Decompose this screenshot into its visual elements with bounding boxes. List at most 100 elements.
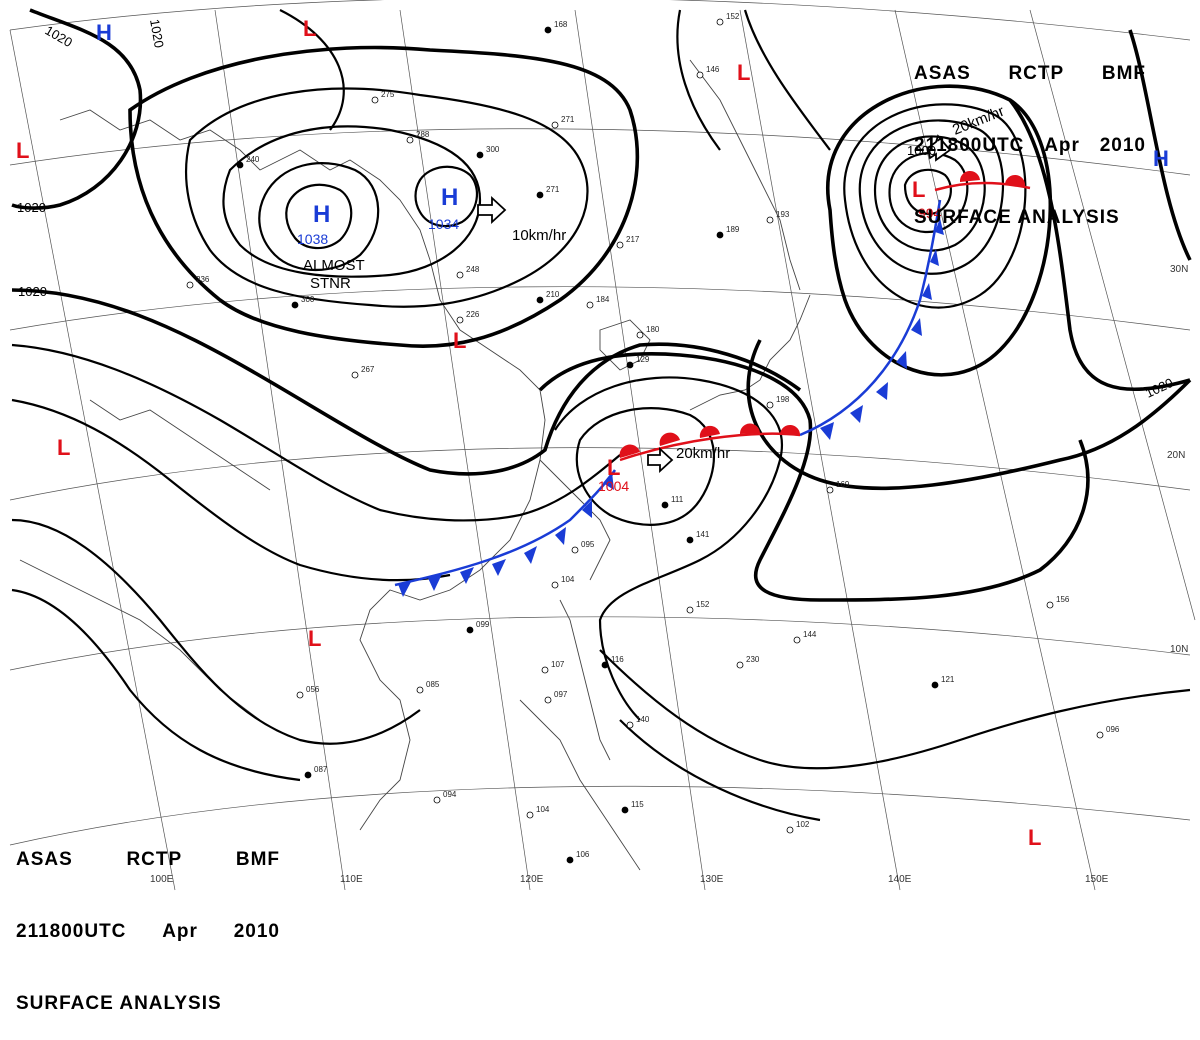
speed-label-1034: 10km/hr xyxy=(512,227,566,244)
low-center-994: L xyxy=(912,177,925,202)
station-marker xyxy=(304,771,312,779)
station-pressure-label: 300 xyxy=(301,295,315,304)
station-marker xyxy=(686,536,694,544)
high-center-1038: H xyxy=(313,201,330,228)
isobar-label-1020-d: 1020 xyxy=(18,284,47,299)
station-pressure-label: 288 xyxy=(416,130,430,139)
station-marker xyxy=(793,636,801,644)
station-pressure-label: 094 xyxy=(443,790,457,799)
pressure-centers: H 1038 H 1034 L 1004 L 994 H H L L L L L… xyxy=(16,16,1169,651)
isobars xyxy=(11,8,1192,822)
station-pressure-label: 230 xyxy=(746,655,760,664)
isobar-994-outer xyxy=(826,84,1053,377)
station-pressure-label: 198 xyxy=(776,395,790,404)
lat-label-20n: 20N xyxy=(1167,450,1185,461)
station-marker xyxy=(551,581,559,589)
warm-front-semicircles xyxy=(619,170,1026,458)
station-pressure-label: 096 xyxy=(1106,725,1120,734)
station-marker xyxy=(296,691,304,699)
isobar-label-1020-b: 1020 xyxy=(147,18,167,49)
cold-front-triangles xyxy=(398,218,944,597)
lon-label-140e: 140E xyxy=(888,874,912,885)
station-marker xyxy=(416,686,424,694)
isobar-1020-nw xyxy=(11,8,143,210)
station-pressure-label: 104 xyxy=(536,805,550,814)
station-marker xyxy=(291,301,299,309)
station-pressure-label: 300 xyxy=(486,145,500,154)
station-marker xyxy=(466,626,474,634)
station-pressure-label: 102 xyxy=(796,820,810,829)
station-marker xyxy=(186,281,194,289)
station-pressure-label: 152 xyxy=(726,12,740,21)
high-center-1038-value: 1038 xyxy=(297,231,328,247)
station-pressure-label: 248 xyxy=(466,265,480,274)
high-center-1034-value: 1034 xyxy=(428,216,459,232)
station-marker xyxy=(571,546,579,554)
station-pressure-label: 217 xyxy=(626,235,640,244)
fronts xyxy=(394,170,1031,597)
station-pressure-label: 095 xyxy=(581,540,595,549)
header-bl-line3: SURFACE ANALYSIS xyxy=(16,993,222,1014)
station-pressure-label: 193 xyxy=(776,210,790,219)
station-pressure-label: 129 xyxy=(636,355,650,364)
station-marker xyxy=(544,26,552,34)
station-marker xyxy=(541,666,549,674)
lat-label-10n: 10N xyxy=(1170,644,1188,655)
station-marker xyxy=(626,721,634,729)
low-center-s: L xyxy=(308,626,321,651)
station-marker xyxy=(456,271,464,279)
low-center-994-value: 994 xyxy=(918,205,942,221)
station-pressure-label: 168 xyxy=(554,20,568,29)
station-marker xyxy=(601,661,609,669)
station-pressure-label: 087 xyxy=(314,765,328,774)
high-center-1034: H xyxy=(441,184,458,211)
high-center-ne: H xyxy=(1153,146,1169,171)
station-pressure-label: 085 xyxy=(426,680,440,689)
station-pressure-label: 106 xyxy=(576,850,590,859)
station-pressure-label: 271 xyxy=(546,185,560,194)
header-tr-line3: SURFACE ANALYSIS xyxy=(914,207,1120,228)
station-marker xyxy=(736,661,744,669)
isobar-label-1020-c: 1020 xyxy=(17,200,46,215)
station-pressure-label: 271 xyxy=(561,115,575,124)
station-marker xyxy=(551,121,559,129)
station-marker xyxy=(433,796,441,804)
speed-label-1004: 20km/hr xyxy=(676,445,730,462)
station-pressure-label: 152 xyxy=(696,600,710,609)
station-pressure-label: 097 xyxy=(554,690,568,699)
station-marker xyxy=(716,18,724,26)
lon-label-100e: 100E xyxy=(150,874,174,885)
lon-label-130e: 130E xyxy=(700,874,724,885)
station-pressure-label: 140 xyxy=(636,715,650,724)
station-marker xyxy=(456,316,464,324)
station-pressure-label: 104 xyxy=(561,575,575,584)
station-pressure-label: 180 xyxy=(646,325,660,334)
station-marker xyxy=(536,296,544,304)
header-bl-line1: ASAS RCTP BMF xyxy=(16,849,280,870)
lon-label-150e: 150E xyxy=(1085,874,1109,885)
station-pressure-label: 144 xyxy=(803,630,817,639)
station-pressure-label: 107 xyxy=(551,660,565,669)
cold-front-main xyxy=(394,469,617,587)
station-marker xyxy=(716,231,724,239)
low-center-1004-value: 1004 xyxy=(598,478,629,494)
station-marker xyxy=(931,681,939,689)
station-pressure-label: 146 xyxy=(706,65,720,74)
low-center-n: L xyxy=(303,16,316,41)
station-marker xyxy=(786,826,794,834)
station-marker xyxy=(621,806,629,814)
station-pressure-label: 189 xyxy=(726,225,740,234)
station-marker xyxy=(636,331,644,339)
station-plots: 168 152 146 240 275 288 300 271 226 210 184 180 129 1… xyxy=(186,12,1120,864)
header-bl-line2: 211800UTC Apr 2010 xyxy=(16,921,280,942)
station-pressure-label: 121 xyxy=(941,675,955,684)
motion-arrows xyxy=(477,134,952,474)
station-marker xyxy=(696,71,704,79)
lon-label-110e: 110E xyxy=(340,874,363,885)
low-center-se: L xyxy=(1028,825,1041,850)
weather-map: H 1038 H 1034 L 1004 L 994 H H L L L L L… xyxy=(9,0,1196,891)
low-center-sw: L xyxy=(57,435,70,460)
station-marker xyxy=(586,301,594,309)
station-pressure-label: 240 xyxy=(246,155,260,164)
high-center-nw: H xyxy=(96,20,112,45)
